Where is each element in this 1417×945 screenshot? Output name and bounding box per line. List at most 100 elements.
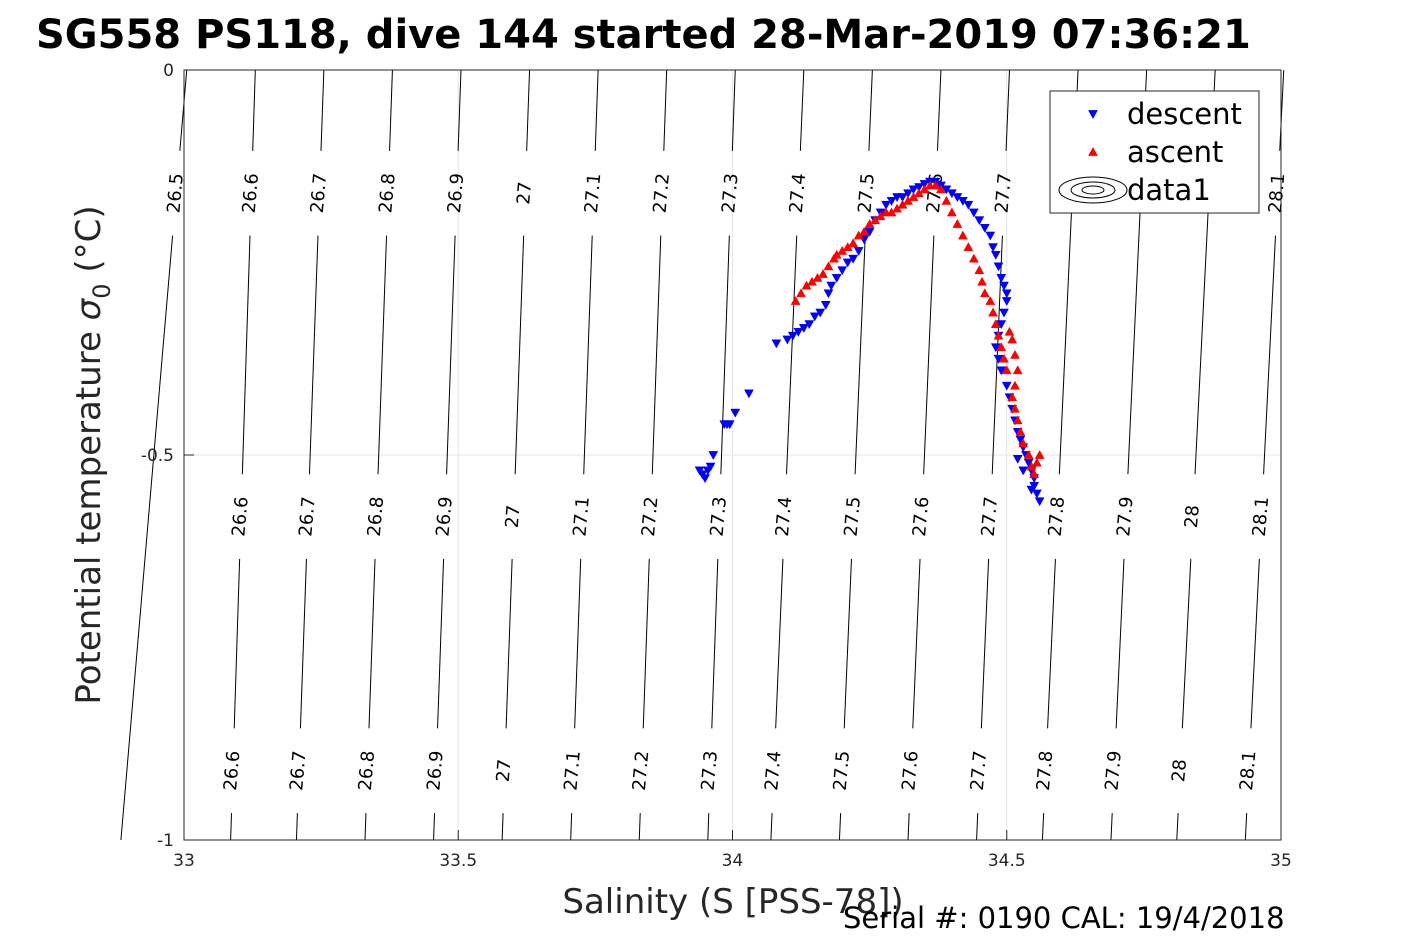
- density-contour-line: [707, 813, 710, 841]
- density-contour-label: 27: [502, 504, 525, 529]
- density-contour-label: 26.8: [364, 496, 388, 538]
- density-contour-line: [389, 69, 393, 151]
- descent-point: [793, 327, 804, 337]
- legend-contour-icon: [1081, 185, 1105, 195]
- ascent-point: [823, 261, 834, 271]
- ascent-point: [936, 184, 946, 194]
- density-contour-line: [799, 69, 805, 151]
- y-axis-label-unit: (°C): [69, 205, 109, 283]
- density-contour-label: 26.8: [355, 750, 379, 792]
- density-contour-label: 26.6: [220, 750, 244, 792]
- density-contour-label: 27: [493, 758, 516, 783]
- ascent-point: [1007, 392, 1018, 402]
- density-contour-label: 27.7: [978, 496, 1002, 538]
- ascent-point: [1007, 334, 1018, 344]
- descent-point: [823, 289, 834, 299]
- density-contour-line: [233, 558, 241, 729]
- density-contour-line: [1005, 69, 1010, 151]
- descent-point: [730, 408, 741, 418]
- y-axis-label-main: Potential temperature: [69, 320, 109, 704]
- descent-point: [1012, 455, 1023, 464]
- density-contour-label: 27.9: [1113, 496, 1137, 538]
- descent-point: [979, 224, 990, 233]
- density-contour-line: [1115, 558, 1125, 729]
- ascent-point: [946, 207, 957, 217]
- descent-point: [820, 301, 831, 310]
- ascent-point: [1015, 426, 1026, 436]
- density-contour-line: [1279, 69, 1285, 151]
- density-contour-label: 26.7: [295, 496, 319, 538]
- density-contour-line: [770, 813, 773, 841]
- descent-point: [1001, 289, 1012, 299]
- density-contour-label: 26.7: [307, 172, 331, 214]
- descent-point: [990, 250, 1001, 260]
- density-contour-line: [638, 813, 641, 841]
- ascent-point: [999, 353, 1009, 363]
- x-tick-label: 34.5: [988, 851, 1026, 871]
- density-contour-line: [843, 558, 852, 729]
- density-contour-label: 27.1: [569, 496, 593, 538]
- descent-point: [974, 216, 985, 226]
- density-contour-label: 27.2: [629, 750, 653, 792]
- density-contour-line: [437, 558, 445, 729]
- ascent-point: [979, 288, 990, 298]
- ascent-point: [1001, 365, 1012, 375]
- descent-point: [993, 262, 1004, 272]
- ascent-point: [796, 288, 806, 298]
- legend-label: data1: [1127, 173, 1211, 207]
- density-contour-line: [868, 69, 873, 151]
- descent-point: [1018, 466, 1029, 476]
- density-contour-label: 27.3: [707, 496, 731, 538]
- density-contour-line: [663, 69, 668, 151]
- density-contour-line: [320, 69, 325, 151]
- descent-point: [864, 227, 875, 237]
- ascent-point: [1012, 415, 1023, 425]
- density-contour-line: [252, 69, 256, 151]
- x-tick-label: 35: [1270, 851, 1292, 871]
- ascent-point: [990, 319, 1001, 328]
- ascent-point: [1023, 449, 1034, 459]
- ascent-point: [1031, 457, 1042, 467]
- density-contour-line: [583, 235, 593, 475]
- density-contour-line: [1250, 558, 1260, 729]
- ascent-point: [859, 226, 870, 236]
- density-contour-line: [936, 69, 942, 151]
- density-contour-line: [364, 813, 367, 841]
- x-tick-label: 33: [173, 851, 195, 871]
- y-tick-label: 0: [163, 61, 174, 81]
- ascent-point: [1018, 438, 1029, 448]
- density-contour-label: 26.9: [444, 172, 468, 214]
- y-tick-label: -1: [157, 831, 174, 851]
- density-contour-label: 27.8: [1045, 496, 1069, 538]
- density-contour-line: [241, 235, 251, 475]
- descent-point: [886, 197, 897, 206]
- ascent-point: [977, 276, 987, 286]
- ascent-point: [1010, 349, 1020, 359]
- ascent-point: [985, 295, 996, 305]
- ascent-point: [848, 238, 859, 248]
- data-points: [694, 177, 1045, 507]
- density-contour-label: 27.4: [772, 496, 796, 538]
- density-contour-label: 28: [1168, 758, 1191, 783]
- density-contour-line: [976, 813, 979, 841]
- descent-point: [999, 281, 1009, 291]
- serial-cal-footer: Serial #: 0190 CAL: 19/4/2018: [843, 901, 1285, 935]
- legend-entries: descent ascent data1: [1058, 97, 1242, 207]
- descent-point: [771, 339, 782, 349]
- y-tick-label: -0.5: [141, 446, 174, 466]
- density-contour-line: [377, 235, 388, 475]
- descent-point: [914, 183, 924, 193]
- ascent-point: [1034, 449, 1045, 459]
- density-contour-line: [923, 235, 935, 475]
- descent-point: [804, 320, 815, 330]
- density-contour-label: 27.7: [991, 172, 1015, 214]
- density-contour-line: [642, 558, 650, 729]
- density-contour-label: 27: [513, 181, 536, 206]
- ascent-point: [1004, 326, 1015, 336]
- density-contour-line: [570, 813, 573, 841]
- descent-point: [903, 189, 913, 199]
- density-contour-line: [457, 69, 462, 151]
- density-contour-line: [1110, 813, 1113, 841]
- density-contour-line: [838, 813, 842, 841]
